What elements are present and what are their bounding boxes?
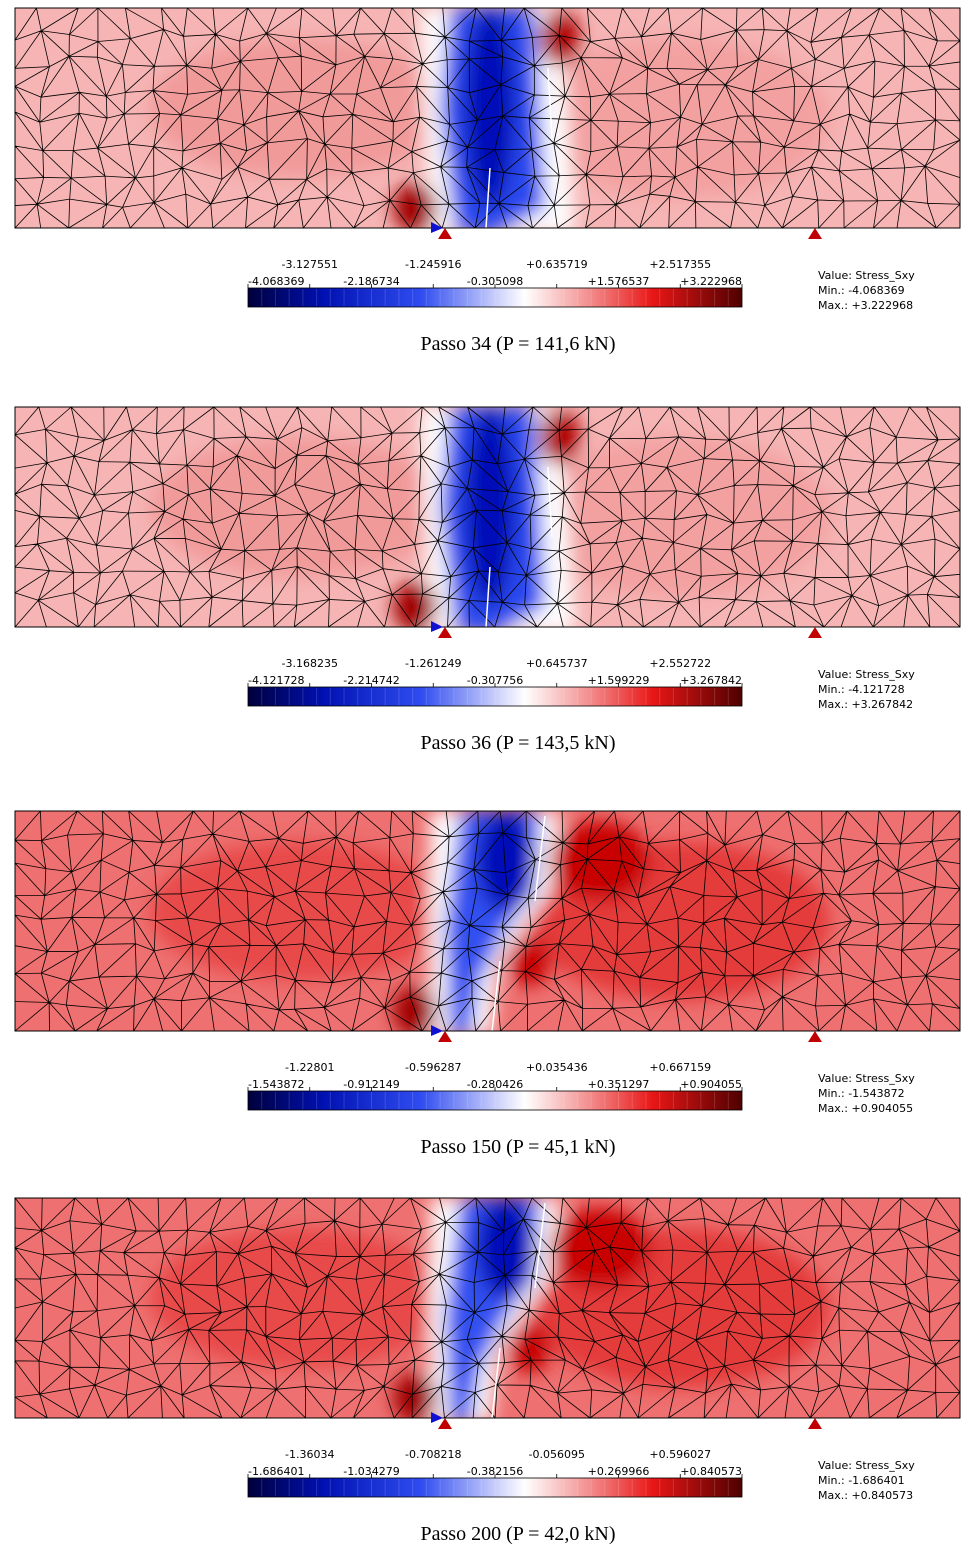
support — [438, 1031, 452, 1042]
colorbar-label: +0.351297 — [588, 1078, 650, 1091]
support — [808, 627, 822, 638]
colorbar-label: -1.22801 — [285, 1061, 334, 1074]
legend-line: Max.: +0.840573 — [818, 1489, 913, 1502]
red-peak — [510, 936, 550, 986]
colorbar-label: +3.267842 — [680, 674, 742, 687]
colorbar-label: -0.307756 — [467, 674, 523, 687]
legend-line: Max.: +3.222968 — [818, 299, 913, 312]
load-arrow — [431, 621, 443, 632]
legend-line: Min.: -1.686401 — [818, 1474, 905, 1487]
legend-line: Value: Stress_Sxy — [818, 269, 915, 282]
legend-line: Value: Stress_Sxy — [818, 668, 915, 681]
caption: Passo 36 (P = 143,5 kN) — [421, 732, 616, 754]
colorbar-label: -3.127551 — [282, 258, 338, 271]
colorbar-label: +0.840573 — [680, 1465, 742, 1478]
beam-outline — [14, 7, 961, 229]
legend-line: Max.: +0.904055 — [818, 1102, 913, 1115]
load-arrow — [431, 1025, 443, 1036]
crack — [485, 466, 553, 628]
colorbar-label: -1.686401 — [248, 1465, 304, 1478]
support — [808, 228, 822, 239]
beam-outline — [14, 810, 961, 1032]
beam-outline — [14, 406, 961, 628]
colorbar-label: -0.912149 — [343, 1078, 399, 1091]
colorbar-label: -0.280426 — [467, 1078, 523, 1091]
legend-line: Value: Stress_Sxy — [818, 1459, 915, 1472]
colorbar-label: -1.36034 — [285, 1448, 334, 1461]
colorbar-label: +2.552722 — [649, 657, 711, 670]
caption: Passo 200 (P = 42,0 kN) — [421, 1523, 616, 1544]
colorbar-label: +0.596027 — [649, 1448, 711, 1461]
colorbar-label: +0.645737 — [526, 657, 588, 670]
crack — [485, 67, 553, 229]
load-arrow — [431, 1412, 443, 1423]
legend-line: Min.: -1.543872 — [818, 1087, 905, 1100]
colorbar-label: -2.186734 — [343, 275, 399, 288]
colorbar-label: +0.667159 — [649, 1061, 711, 1074]
colorbar-label: -1.034279 — [343, 1465, 399, 1478]
colorbar-label: +1.599229 — [588, 674, 650, 687]
colorbar-label: +1.576537 — [588, 275, 650, 288]
colorbar-label: -1.543872 — [248, 1078, 304, 1091]
panel: -1.686401 -1.36034 -1.034279 -0.708218 -0.38… — [14, 1197, 961, 1544]
colorbar-label: -0.596287 — [405, 1061, 461, 1074]
support — [438, 627, 452, 638]
colorbar-label: -1.261249 — [405, 657, 461, 670]
support — [808, 1031, 822, 1042]
legend-line: Value: Stress_Sxy — [818, 1072, 915, 1085]
load-arrow — [431, 222, 443, 233]
caption: Passo 150 (P = 45,1 kN) — [421, 1136, 616, 1158]
beam-outline — [14, 1197, 961, 1419]
colorbar-label: -1.245916 — [405, 258, 461, 271]
red-peak — [510, 1323, 550, 1373]
colorbar-label: -0.056095 — [529, 1448, 585, 1461]
colorbar-label: -0.305098 — [467, 275, 523, 288]
panel: -4.121728 -3.168235 -2.214742 -1.261249 -0.3… — [14, 406, 961, 754]
red-peak — [540, 10, 580, 66]
red-peak — [393, 183, 437, 228]
crack — [491, 1202, 546, 1419]
support — [438, 228, 452, 239]
red-peak — [393, 1373, 437, 1418]
support — [808, 1418, 822, 1429]
colorbar-label: -4.121728 — [248, 674, 304, 687]
legend-line: Max.: +3.267842 — [818, 698, 913, 711]
colorbar-label: +0.269966 — [588, 1465, 650, 1478]
colorbar-label: -3.168235 — [282, 657, 338, 670]
colorbar-label: +0.904055 — [680, 1078, 742, 1091]
red-peak — [550, 1208, 650, 1288]
crack — [491, 815, 546, 1032]
colorbar-label: -2.214742 — [343, 674, 399, 687]
legend-line: Min.: -4.068369 — [818, 284, 905, 297]
red-peak — [393, 582, 437, 627]
colorbar-label: +0.635719 — [526, 258, 588, 271]
red-zone — [150, 38, 450, 178]
colorbar-label: -0.708218 — [405, 1448, 461, 1461]
colorbar-label: +2.517355 — [649, 258, 711, 271]
colorbar-label: +3.222968 — [680, 275, 742, 288]
panel: -4.068369 -3.127551 -2.186734 -1.245916 -0.3… — [14, 7, 961, 355]
legend-line: Min.: -4.121728 — [818, 683, 905, 696]
red-peak — [550, 821, 650, 901]
colorbar-label: -4.068369 — [248, 275, 304, 288]
colorbar-label: +0.035436 — [526, 1061, 588, 1074]
panel: -1.543872 -1.22801 -0.912149 -0.596287 -0.28… — [14, 810, 961, 1158]
colorbar-label: -0.382156 — [467, 1465, 523, 1478]
support — [438, 1418, 452, 1429]
blue-core — [477, 1198, 533, 1298]
caption: Passo 34 (P = 141,6 kN) — [421, 333, 616, 355]
red-zone — [150, 1228, 450, 1368]
